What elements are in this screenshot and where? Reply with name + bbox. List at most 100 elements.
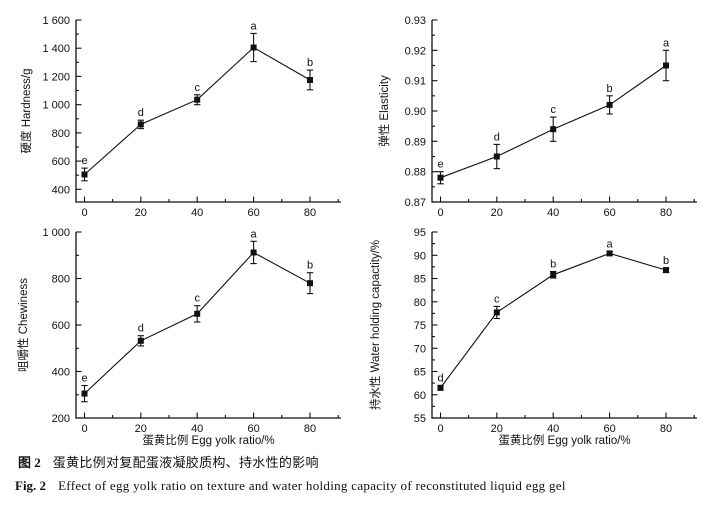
- significance-letter: d: [494, 131, 500, 143]
- y-tick-label: 1 000: [42, 227, 70, 239]
- x-tick-label: 20: [491, 423, 503, 435]
- y-axis-title: 持水性 Water holding capactity/%: [368, 240, 382, 410]
- x-tick-label: 20: [135, 207, 147, 218]
- data-point-marker: [606, 101, 613, 108]
- data-point-marker: [550, 126, 557, 133]
- axes: [431, 20, 697, 203]
- data-point-marker: [307, 280, 313, 287]
- y-tick-label: 800: [52, 128, 70, 140]
- y-tick-label: 0.91: [405, 76, 426, 88]
- caption-zh-text: 蛋黄比例对复配蛋液凝胶质构、持水性的影响: [52, 455, 319, 470]
- x-tick-label: 80: [660, 207, 672, 218]
- y-axis-title: 咀嚼性 Chewiness: [16, 278, 30, 372]
- x-tick-label: 80: [304, 207, 316, 218]
- tick-labels: 55 60 65 70 75 80 85 90 95 0 20 40 60 80: [414, 227, 672, 435]
- y-tick-label: 65: [414, 367, 426, 379]
- significance-letter: d: [437, 373, 443, 385]
- y-tick-label: 200: [52, 413, 70, 425]
- data-point-marker: [137, 337, 144, 344]
- data-points: d c b a b: [437, 239, 670, 391]
- y-tick-label: 70: [414, 343, 426, 355]
- y-tick-label: 400: [52, 367, 70, 379]
- tick-marks: [76, 231, 339, 419]
- significance-letter: d: [138, 107, 144, 119]
- data-point-marker: [194, 96, 201, 103]
- y-tick-label: 1 400: [42, 43, 70, 55]
- x-tick-label: 40: [191, 423, 203, 435]
- significance-letter: d: [138, 323, 144, 335]
- x-tick-label: 0: [81, 207, 87, 218]
- data-points: e d c b a: [437, 37, 670, 185]
- elasticity-subplot: 0.87 0.88 0.89 0.90 0.91 0.92 0.93 0 20 40 60 80 e d c…: [351, 0, 701, 218]
- data-point-marker: [663, 62, 669, 69]
- significance-letter: b: [307, 57, 313, 69]
- data-point-marker: [493, 153, 500, 160]
- elasticity-chart: 0.87 0.88 0.89 0.90 0.91 0.92 0.93 0 20 40 60 80 e d c…: [377, 15, 697, 218]
- axes: [75, 232, 341, 419]
- water-holding-capacity-subplot: 55 60 65 70 75 80 85 90 95 0 20 40 60 80 d c b a b 持水性 Wate…: [351, 218, 701, 450]
- x-tick-label: 80: [660, 423, 672, 435]
- data-point-marker: [81, 171, 88, 178]
- y-tick-label: 1 000: [42, 100, 70, 112]
- data-point-marker: [137, 121, 144, 128]
- y-tick-label: 85: [414, 274, 426, 286]
- data-point-marker: [81, 390, 88, 397]
- caption-zh-label: 图 2: [18, 455, 41, 470]
- data-point-marker: [194, 310, 201, 317]
- significance-letter: c: [194, 293, 200, 305]
- x-axis-title: 蛋黄比例 Egg yolk ratio/%: [498, 433, 630, 447]
- data-point-marker: [437, 384, 444, 391]
- significance-letter: b: [663, 255, 669, 267]
- y-tick-label: 90: [414, 250, 426, 262]
- data-point-marker: [493, 309, 500, 316]
- data-point-marker: [437, 174, 444, 181]
- significance-letter: a: [251, 20, 258, 32]
- y-tick-label: 0.88: [405, 167, 426, 179]
- significance-letter: b: [307, 260, 313, 272]
- tick-marks: [76, 19, 339, 202]
- caption-en-text: Effect of egg yolk ratio on texture and …: [58, 478, 566, 493]
- data-point-marker: [250, 249, 257, 256]
- tick-labels: 400 600 800 1 000 1 200 1 400 1 600 0 20 40 60 80: [42, 15, 316, 218]
- y-axis-title: 弹性 Elasticity: [377, 75, 391, 147]
- significance-letter: e: [437, 159, 443, 171]
- y-tick-label: 95: [414, 227, 426, 239]
- x-tick-label: 0: [437, 207, 443, 218]
- tick-labels: 200 400 600 800 1 000 0 20 40 60 80: [42, 227, 316, 435]
- figure-captions: 图 2 蛋黄比例对复配蛋液凝胶质构、持水性的影响 Fig. 2 Effect of …: [15, 452, 695, 494]
- water-holding-capacity-chart: 55 60 65 70 75 80 85 90 95 0 20 40 60 80 d c b a b 持水性 Wate…: [368, 227, 697, 447]
- y-tick-label: 1 600: [42, 15, 70, 27]
- data-point-marker: [663, 267, 669, 274]
- y-tick-label: 0.87: [405, 197, 426, 209]
- y-tick-label: 0.92: [405, 45, 426, 57]
- y-tick-label: 80: [414, 297, 426, 309]
- data-point-marker: [606, 250, 613, 257]
- significance-letter: e: [81, 373, 87, 385]
- significance-letter: a: [251, 228, 258, 240]
- y-tick-label: 600: [52, 156, 70, 168]
- chewiness-chart: 200 400 600 800 1 000 0 20 40 60 80 e d c a b 咀嚼性 Chewi…: [16, 227, 341, 447]
- y-tick-label: 600: [52, 320, 70, 332]
- x-tick-label: 80: [304, 423, 316, 435]
- caption-en-label: Fig. 2: [15, 478, 47, 493]
- significance-letter: e: [81, 155, 87, 167]
- y-tick-label: 60: [414, 390, 426, 402]
- hardness-subplot: 400 600 800 1 000 1 200 1 400 1 600 0 20 40 60 80 e d…: [0, 0, 350, 218]
- hardness-chart: 400 600 800 1 000 1 200 1 400 1 600 0 20 40 60 80 e d…: [19, 15, 341, 218]
- x-tick-label: 60: [247, 423, 259, 435]
- data-point-marker: [550, 271, 557, 278]
- significance-letter: c: [194, 82, 200, 94]
- y-tick-label: 55: [414, 413, 426, 425]
- tick-marks: [432, 19, 695, 203]
- significance-letter: c: [494, 293, 500, 305]
- significance-letter: b: [550, 259, 556, 271]
- significance-letter: a: [663, 37, 670, 49]
- x-tick-label: 40: [547, 207, 559, 218]
- tick-labels: 0.87 0.88 0.89 0.90 0.91 0.92 0.93 0 20 40 60 80: [405, 15, 673, 218]
- x-tick-label: 0: [81, 423, 87, 435]
- axes: [431, 232, 697, 419]
- y-tick-label: 400: [52, 184, 70, 196]
- x-tick-label: 40: [547, 423, 559, 435]
- data-point-marker: [250, 44, 257, 51]
